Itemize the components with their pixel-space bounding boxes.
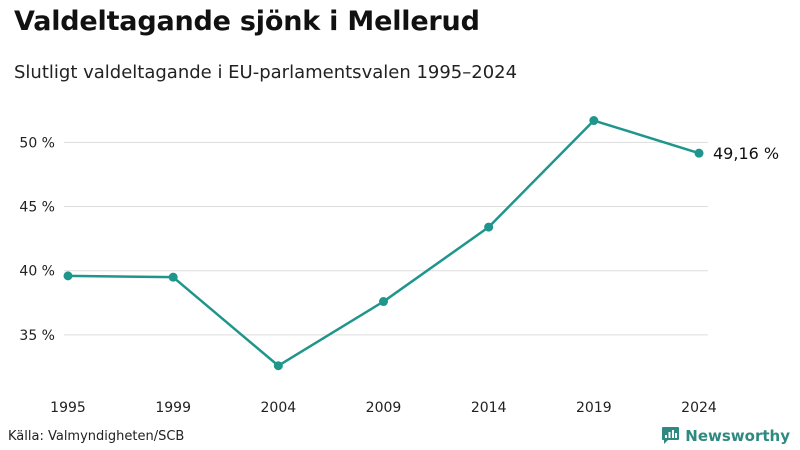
chart-title: Valdeltagande sjönk i Mellerud	[14, 6, 480, 37]
end-value-label: 49,16 %	[713, 144, 779, 163]
y-axis-labels: 35 % 40 % 45 % 50 %	[19, 135, 55, 344]
brand-name: Newsworthy	[685, 426, 790, 445]
data-point-1999	[168, 272, 178, 282]
x-tick-label-1995: 1995	[50, 400, 86, 416]
series-line-0	[66, 119, 701, 367]
x-tick-label-2004: 2004	[261, 400, 297, 416]
x-tick-label-1999: 1999	[155, 400, 191, 416]
newsworthy-logo: Newsworthy	[661, 426, 790, 445]
x-tick-label-2024: 2024	[681, 400, 717, 416]
grid-layer	[64, 141, 708, 336]
data-point-1995	[63, 271, 73, 281]
x-tick-label-2009: 2009	[366, 400, 402, 416]
y-tick-label-45: 45 %	[19, 200, 55, 216]
newsworthy-chart-icon	[662, 427, 680, 444]
series-line-layer	[66, 119, 701, 367]
data-point-2009	[379, 297, 388, 307]
data-point-2019	[589, 116, 599, 126]
x-tick-label-2014: 2014	[471, 400, 507, 416]
data-points-layer	[63, 116, 704, 371]
data-point-2004	[273, 361, 283, 371]
chart-subtitle: Slutligt valdeltagande i EU-parlamentsva…	[14, 62, 518, 83]
x-tick-label-2019: 2019	[576, 400, 612, 416]
annotation-layer: 49,16 %	[713, 144, 779, 163]
data-point-2024	[694, 148, 704, 158]
source-note: Källa: Valmyndigheten/SCB	[8, 429, 185, 444]
y-tick-label-50: 50 %	[19, 135, 55, 151]
x-axis-labels: 1995 1999 2004 2009 2014 2019 2024	[50, 400, 717, 416]
y-tick-label-40: 40 %	[19, 264, 55, 280]
data-point-2014	[484, 222, 494, 232]
y-tick-label-35: 35 %	[19, 328, 55, 344]
